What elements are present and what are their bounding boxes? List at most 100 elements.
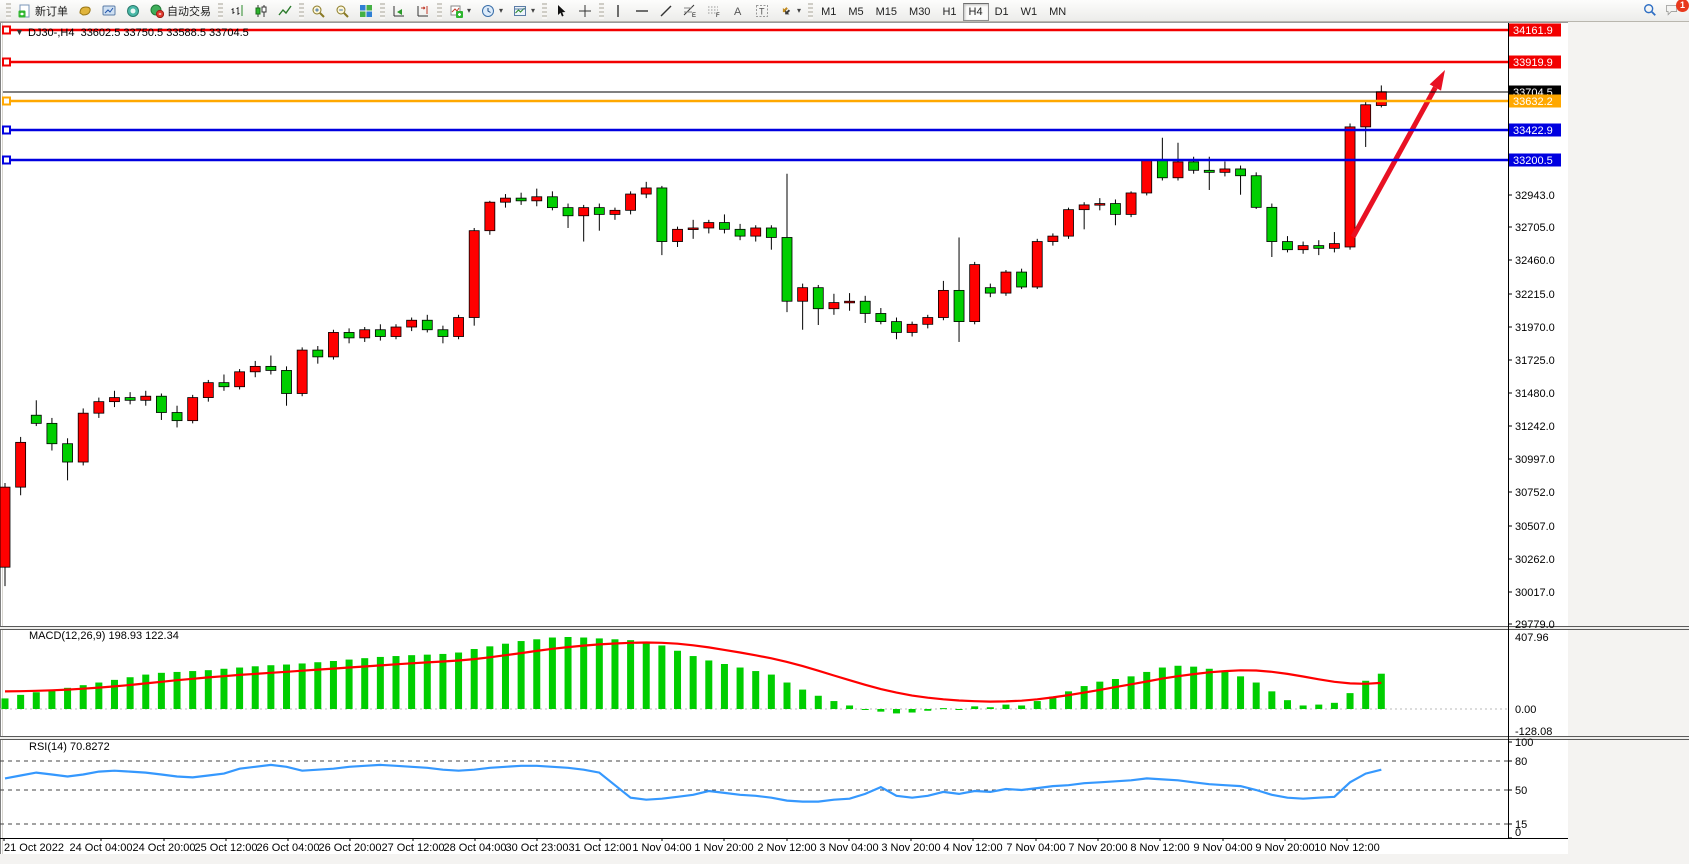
macd-histogram-bar xyxy=(799,689,807,709)
toolbar-grip[interactable] xyxy=(218,2,223,19)
toolbar-grip[interactable] xyxy=(6,2,11,19)
toolbar-grip[interactable] xyxy=(599,2,605,19)
macd-tick-label: 407.96 xyxy=(1515,632,1549,644)
arrows-button[interactable]: ▾ xyxy=(774,1,806,21)
text-label-button[interactable]: T xyxy=(750,1,774,21)
candle-body xyxy=(625,193,636,211)
macd-histogram-bar xyxy=(689,656,697,709)
chart-shift-icon xyxy=(416,4,430,18)
candle-body xyxy=(202,382,214,398)
timeframe-button-m5[interactable]: M5 xyxy=(848,5,864,18)
bar-chart-button[interactable] xyxy=(225,1,249,21)
rsi-pane-plot-area[interactable] xyxy=(0,740,1508,838)
tile-windows-button[interactable] xyxy=(354,1,378,21)
macd-signal-line xyxy=(4,641,1382,703)
macd-histogram-bar xyxy=(298,663,306,709)
timeframe-button-h1[interactable]: H1 xyxy=(942,5,957,18)
templates-button[interactable]: ▾ xyxy=(508,1,540,21)
time-tick-label: 24 Oct 04:00 xyxy=(70,842,133,854)
metaeditor-button[interactable] xyxy=(73,1,97,21)
vertical-line-button[interactable] xyxy=(606,1,630,21)
toolbar-grip[interactable] xyxy=(299,2,304,19)
candle-body xyxy=(703,222,715,229)
macd-histogram-bar xyxy=(908,709,916,713)
crosshair-button[interactable] xyxy=(573,1,597,21)
hline-handle[interactable] xyxy=(2,155,11,165)
timeframe-button-h4[interactable]: H4 xyxy=(962,2,989,21)
cursor-button[interactable] xyxy=(549,1,573,21)
hline-handle[interactable] xyxy=(2,96,11,106)
chat-icon[interactable]: 1 xyxy=(1665,0,1689,19)
indicators-button[interactable]: ▾ xyxy=(444,1,476,21)
candle-body xyxy=(797,287,809,302)
trend-arrow-head[interactable] xyxy=(1429,70,1445,91)
text-button[interactable]: A xyxy=(726,1,750,21)
candle-body xyxy=(531,196,543,202)
trend-arrow-line[interactable] xyxy=(1350,86,1438,239)
toolbar-grip[interactable] xyxy=(437,2,442,19)
pane-separator[interactable] xyxy=(0,736,1689,740)
macd-histogram-bar xyxy=(1111,678,1119,709)
search-icon[interactable] xyxy=(1643,3,1659,19)
new-order-button[interactable]: 新订单 xyxy=(13,1,73,21)
timeframe-button-w1[interactable]: W1 xyxy=(1020,5,1038,18)
fibonacci-button[interactable]: E xyxy=(678,1,702,21)
macd-histogram-bar xyxy=(455,652,463,709)
price-pane-plot-area[interactable] xyxy=(0,22,1508,626)
chart-shift-button[interactable] xyxy=(411,1,435,21)
zoom-in-icon xyxy=(311,4,325,18)
toolbar-grip[interactable] xyxy=(808,2,814,19)
strategy-tester-button[interactable] xyxy=(121,1,145,21)
timeframe-button-d1[interactable]: D1 xyxy=(994,5,1009,18)
macd-histogram-bar xyxy=(1127,676,1135,709)
candle-body xyxy=(1344,126,1356,248)
terminal-button[interactable] xyxy=(97,1,121,21)
hline-handle[interactable] xyxy=(2,125,11,135)
macd-histogram-bar xyxy=(877,709,885,712)
candle-body xyxy=(1297,245,1309,251)
price-tick-label: 30752.0 xyxy=(1515,487,1555,499)
timeframe-button-m1[interactable]: M1 xyxy=(821,5,837,18)
timeframe-button-mn[interactable]: MN xyxy=(1049,5,1067,18)
hline-handle[interactable] xyxy=(2,25,11,35)
pane-separator[interactable] xyxy=(0,626,1689,630)
fibo-fan-button[interactable]: F xyxy=(702,1,726,21)
auto-trading-button[interactable]: 自动交易 xyxy=(145,1,216,21)
toolbar-grip[interactable] xyxy=(380,2,385,19)
candle-body xyxy=(171,412,183,422)
candle-body xyxy=(984,287,996,294)
symbol-dropdown-icon[interactable]: ▼ xyxy=(15,27,24,37)
horizontal-line-button[interactable] xyxy=(630,1,654,21)
periods-button[interactable]: ▾ xyxy=(476,1,508,21)
zoom-in-button[interactable] xyxy=(306,1,330,21)
macd-histogram-bar xyxy=(392,656,400,709)
toolbar-grip[interactable] xyxy=(542,2,548,19)
auto-scroll-button[interactable] xyxy=(387,1,411,21)
chart-title: DJ30-,H4 33602.5 33750.5 33588.5 33704.5 xyxy=(28,27,249,39)
time-tick-label: 25 Oct 12:00 xyxy=(195,842,258,854)
candlestick-chart-button[interactable] xyxy=(249,1,273,21)
trendline-button[interactable] xyxy=(654,1,678,21)
macd-histogram-bar xyxy=(767,674,775,709)
line-chart-button[interactable] xyxy=(273,1,297,21)
macd-histogram-bar xyxy=(1299,705,1307,709)
time-tick-label: 10 Nov 12:00 xyxy=(1314,842,1379,854)
candle-body xyxy=(640,187,652,195)
candle-body xyxy=(93,401,105,414)
hline-handle[interactable] xyxy=(2,57,11,67)
candle-body xyxy=(1031,241,1043,288)
macd-histogram-bar xyxy=(517,641,525,709)
macd-histogram-bar xyxy=(1330,702,1338,709)
candle-body xyxy=(1235,168,1246,177)
candle-body xyxy=(1282,241,1293,251)
svg-text:A: A xyxy=(734,6,742,18)
candle-body xyxy=(750,227,762,237)
zoom-out-button[interactable] xyxy=(330,1,354,21)
candle-body xyxy=(859,300,871,314)
timeframe-button-m15[interactable]: M15 xyxy=(875,5,898,18)
candle-body xyxy=(1219,168,1231,173)
timeframe-button-m30[interactable]: M30 xyxy=(909,5,931,18)
time-tick-label: 7 Nov 04:00 xyxy=(1006,842,1065,854)
